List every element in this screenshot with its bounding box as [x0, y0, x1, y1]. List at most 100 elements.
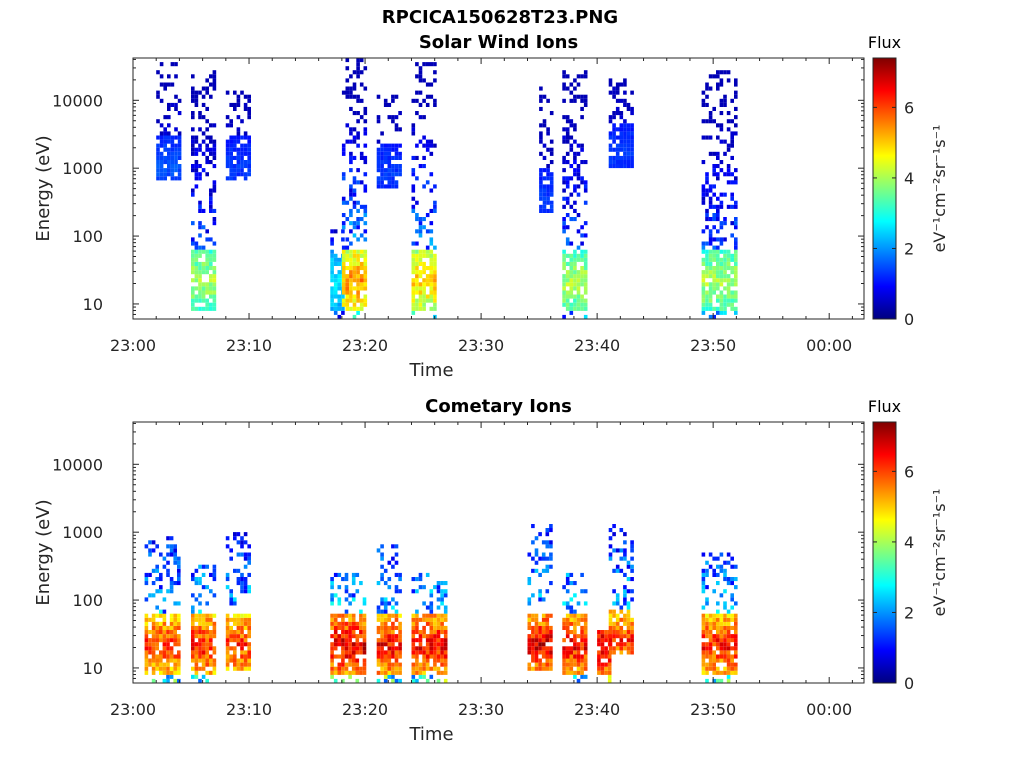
data-cell [418, 253, 423, 258]
data-cell [233, 654, 237, 659]
data-cell [573, 642, 577, 647]
data-cell [349, 131, 353, 136]
data-cell [194, 646, 199, 651]
data-cell [225, 147, 230, 152]
data-cell [712, 650, 716, 655]
data-cell [619, 135, 624, 140]
data-cell [233, 143, 237, 148]
data-cell [383, 654, 388, 659]
data-cell [433, 286, 437, 291]
data-cell [429, 208, 434, 213]
data-cell [425, 229, 430, 234]
data-cell [712, 286, 716, 291]
data-cell [144, 642, 149, 647]
data-cell [151, 630, 156, 635]
data-cell [623, 155, 627, 160]
data-cell [716, 638, 720, 643]
data-cell [162, 617, 167, 622]
data-cell [734, 290, 738, 295]
data-cell [233, 646, 237, 651]
data-cell [380, 597, 384, 602]
data-cell [169, 646, 174, 651]
data-cell [623, 601, 627, 606]
data-cell [177, 662, 181, 667]
data-cell [549, 528, 553, 533]
data-cell [330, 650, 334, 655]
data-cell [148, 630, 152, 635]
data-cell [726, 560, 731, 565]
data-cell [225, 115, 230, 120]
data-cell [600, 646, 605, 651]
data-cell [330, 577, 334, 582]
data-cell [607, 666, 612, 671]
data-cell [177, 638, 181, 643]
data-cell [151, 658, 156, 663]
data-cell [573, 306, 577, 311]
data-cell [534, 568, 539, 573]
data-cell [708, 257, 713, 262]
data-cell [333, 625, 338, 630]
data-cell [545, 556, 550, 561]
data-cell [236, 94, 241, 99]
data-cell [398, 577, 402, 582]
y-tick-label: 100 [72, 591, 103, 610]
data-cell [155, 638, 159, 643]
data-cell [201, 290, 206, 295]
data-cell [212, 298, 217, 303]
data-cell [205, 257, 209, 262]
data-cell [716, 196, 720, 201]
data-cell [247, 650, 251, 655]
data-cell [205, 654, 209, 659]
data-cell [167, 147, 171, 152]
data-cell [170, 147, 175, 152]
data-cell [734, 245, 738, 250]
data-cell [345, 257, 350, 262]
data-cell [705, 585, 709, 590]
data-cell [209, 192, 213, 197]
data-cell [212, 621, 217, 626]
data-cell [608, 143, 613, 148]
data-cell [229, 658, 233, 663]
data-cell [716, 135, 720, 140]
data-cell [359, 204, 364, 209]
data-cell [205, 119, 209, 124]
data-cell [626, 147, 631, 152]
data-cell [429, 642, 434, 647]
data-cell [333, 593, 338, 598]
data-cell [383, 621, 388, 626]
data-cell [233, 613, 237, 618]
data-cell [345, 253, 350, 258]
data-cell [734, 310, 738, 315]
data-cell [352, 278, 357, 283]
data-cell [363, 86, 368, 91]
data-cell [330, 601, 334, 606]
data-cell [701, 278, 706, 283]
data-cell [398, 666, 402, 671]
data-cell [712, 192, 716, 197]
data-cell [398, 625, 402, 630]
data-cell [191, 90, 195, 95]
data-cell [198, 621, 202, 626]
data-cell [630, 540, 634, 545]
data-cell [198, 294, 202, 299]
data-cell [198, 90, 202, 95]
data-cell [615, 135, 620, 140]
data-cell [433, 646, 437, 651]
data-cell [383, 605, 388, 610]
data-cell [712, 666, 716, 671]
data-cell [198, 577, 202, 582]
data-cell [156, 151, 160, 156]
data-cell [411, 634, 416, 639]
data-cell [398, 678, 402, 683]
data-cell [534, 646, 539, 651]
data-cell [156, 70, 160, 75]
data-cell [630, 650, 634, 655]
data-cell [433, 261, 437, 266]
data-cell [615, 111, 620, 116]
data-cell [383, 568, 388, 573]
data-cell [569, 621, 574, 626]
data-cell [425, 282, 430, 287]
data-cell [177, 613, 181, 618]
data-cell [201, 249, 206, 254]
data-cell [619, 155, 624, 160]
